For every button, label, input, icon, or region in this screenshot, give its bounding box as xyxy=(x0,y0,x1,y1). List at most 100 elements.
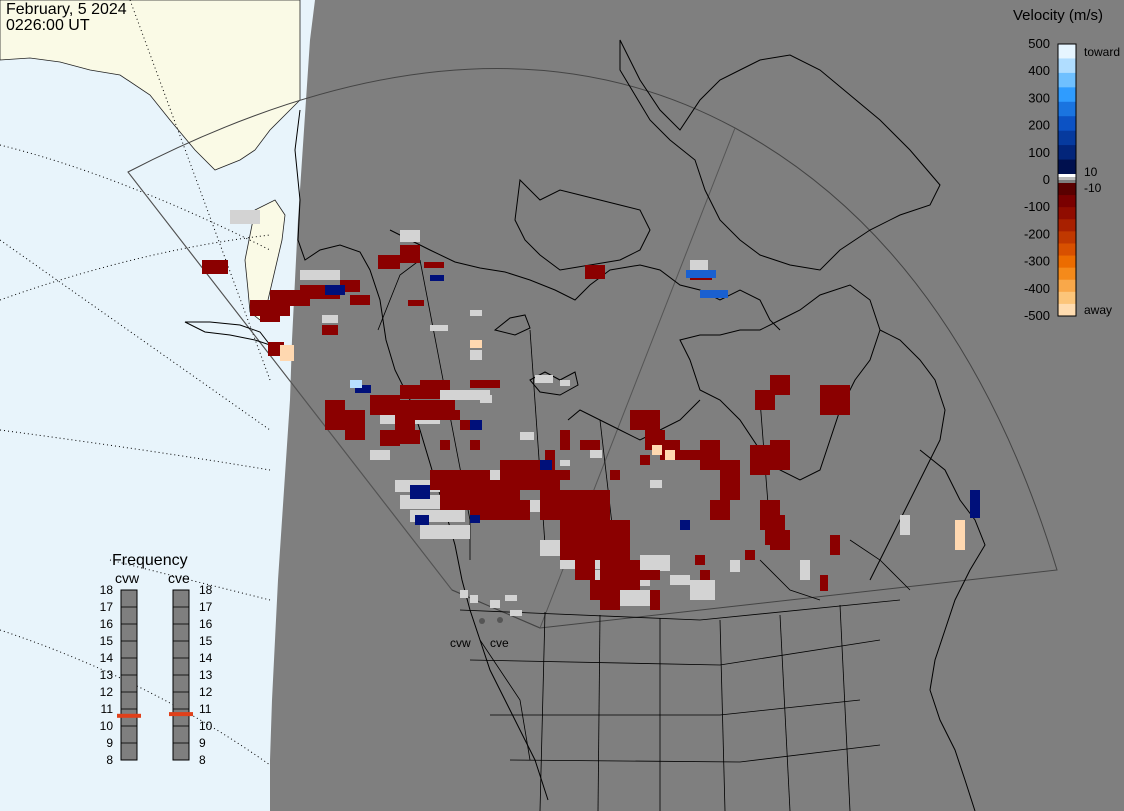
radar-echo-cell xyxy=(325,285,345,295)
radar-echo-cell xyxy=(430,470,490,490)
colorbar-segment xyxy=(1058,291,1076,305)
radar-echo-cell xyxy=(395,400,415,430)
radar-echo-cell xyxy=(770,530,790,550)
colorbar-tick-label: -200 xyxy=(1024,226,1050,241)
colorbar-tick-label: 0 xyxy=(1043,172,1050,187)
frequency-tick-label: 9 xyxy=(199,736,206,750)
radar-echo-cell xyxy=(560,460,570,466)
radar-echo-cell xyxy=(686,270,716,278)
radar-echo-cell xyxy=(460,590,468,598)
colorbar-segment xyxy=(1058,267,1076,281)
radar-echo-cell xyxy=(700,570,710,580)
radar-echo-cell xyxy=(640,455,650,465)
radar-echo-cell xyxy=(600,490,610,500)
colorbar-segment xyxy=(1058,58,1076,74)
radar-echo-cell xyxy=(520,432,534,440)
radar-echo-cell xyxy=(370,450,390,460)
colorbar-segment xyxy=(1058,195,1076,208)
radar-echo-cell xyxy=(470,380,500,388)
frequency-scale: 18 18 17 17 16 16 15 15 14 14 13 13 12 12 11 11 10 10 9 9 8 8 xyxy=(100,583,213,767)
radar-echo-cell xyxy=(680,520,690,530)
radar-echo-cell xyxy=(260,310,280,322)
frequency-tick-label: 9 xyxy=(106,736,113,750)
radar-echo-cell xyxy=(820,385,850,415)
frequency-tick-label: 18 xyxy=(100,583,114,597)
radar-echo-cell xyxy=(345,410,365,440)
frequency-label-cve: cve xyxy=(168,570,190,586)
radar-echo-cell xyxy=(420,380,450,390)
radar-echo-cell xyxy=(400,430,420,444)
frequency-tick-label: 12 xyxy=(100,685,114,699)
radar-echo-cell xyxy=(505,595,517,601)
radar-echo-cell xyxy=(640,555,670,571)
radar-echo-cell xyxy=(540,460,552,470)
radar-echo-cell xyxy=(202,260,228,274)
radar-echo-cell xyxy=(585,265,605,279)
colorbar-frame xyxy=(1057,43,1077,317)
radar-echo-cell xyxy=(400,245,420,263)
colorbar-segment xyxy=(1058,183,1076,196)
radar-echo-cell xyxy=(470,515,480,523)
colorbar-segment xyxy=(1058,101,1076,117)
radar-echo-cell xyxy=(560,530,590,560)
radar-echo-cell xyxy=(440,440,450,450)
radar-echo-cell xyxy=(370,395,400,415)
radar-echo-cell xyxy=(700,290,728,298)
colorbar-segment xyxy=(1058,72,1076,88)
colorbar-segment xyxy=(1058,130,1076,146)
radar-echo-cell xyxy=(380,430,400,446)
colorbar-segment xyxy=(1058,219,1076,232)
radar-echo-cell xyxy=(470,350,482,360)
colorbar-segment xyxy=(1058,243,1076,257)
radar-echo-cell xyxy=(300,270,340,280)
radar-echo-cell xyxy=(540,470,560,520)
frequency-tick-label: 14 xyxy=(199,651,213,665)
radar-echo-cell xyxy=(590,580,620,600)
state-borders xyxy=(459,539,911,811)
radar-echo-cell xyxy=(690,580,715,600)
colorbar-tick-label: -100 xyxy=(1024,199,1050,214)
colorbar-tick-label: 100 xyxy=(1028,145,1050,160)
radar-echo-cell xyxy=(650,590,660,610)
radar-echo-cell xyxy=(230,210,260,224)
radar-echo-cell xyxy=(730,560,740,572)
radar-echo-cell xyxy=(820,575,828,591)
colorbar-segment xyxy=(1058,207,1076,220)
radar-echo-cell xyxy=(424,262,444,268)
radar-echo-cell xyxy=(680,450,700,460)
time-label: 0226:00 UT xyxy=(6,17,90,34)
frequency-tick-label: 11 xyxy=(199,702,212,716)
radar-echo-cell xyxy=(400,230,420,242)
colorbar-tick-label: -500 xyxy=(1024,308,1050,323)
radar-echoes xyxy=(202,210,980,616)
radar-echo-cell xyxy=(470,595,478,603)
radar-echo-cell xyxy=(470,500,530,520)
colorbar-segment xyxy=(1058,279,1076,293)
frequency-tick-label: 16 xyxy=(100,617,114,631)
colorbar-segment xyxy=(1058,177,1076,180)
colorbar-segment xyxy=(1058,145,1076,161)
colorbar-segment xyxy=(1058,44,1076,59)
frequency-label-cvw: cvw xyxy=(115,570,140,586)
night-region xyxy=(270,0,1124,811)
radar-echo-cell xyxy=(955,520,965,550)
date-label: February, 5 2024 xyxy=(6,1,127,18)
frequency-tick-label: 17 xyxy=(199,600,213,614)
radar-echo-cell xyxy=(745,550,755,560)
radar-echo-cell xyxy=(720,480,740,500)
radar-echo-cell xyxy=(620,560,640,590)
frequency-marker xyxy=(169,712,193,717)
colorbar xyxy=(1057,43,1077,317)
radar-echo-cell xyxy=(652,445,662,455)
radar-echo-cell xyxy=(800,560,810,580)
colorbar-tick-label: 300 xyxy=(1028,90,1050,105)
radar-echo-cell xyxy=(970,490,980,518)
graticule-day xyxy=(0,0,271,766)
radar-echo-cell xyxy=(408,300,424,306)
legend-near-zero-negative: -10 xyxy=(1084,181,1102,195)
frequency-tick-label: 8 xyxy=(199,753,206,767)
radar-echo-cell xyxy=(470,310,482,316)
radar-echo-cell xyxy=(600,600,620,610)
radar-echo-cell xyxy=(440,410,460,420)
colorbar-segment xyxy=(1058,87,1076,103)
